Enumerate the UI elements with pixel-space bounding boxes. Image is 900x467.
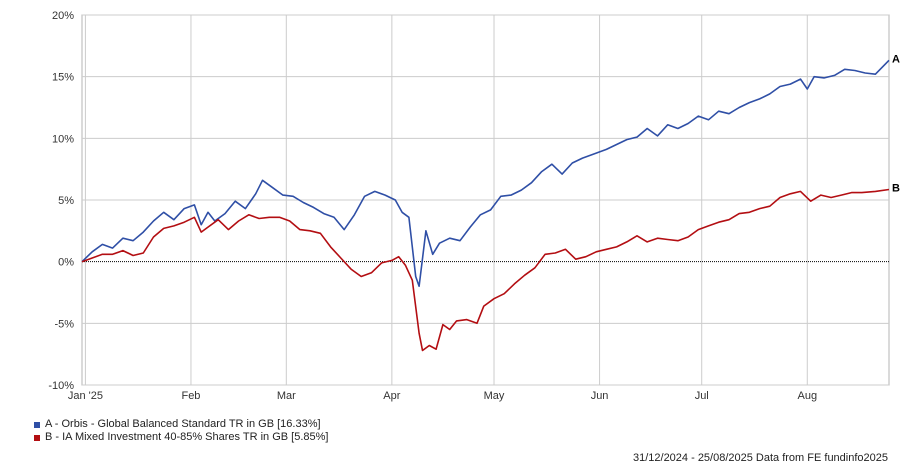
y-tick-label: 10% <box>52 133 74 145</box>
x-tick-label: Jan '25 <box>68 390 103 402</box>
source-text: 31/12/2024 - 25/08/2025 Data from FE fun… <box>632 452 888 464</box>
x-tick-label: Feb <box>181 390 200 402</box>
x-tick-label: Apr <box>383 390 400 402</box>
y-tick-label: -5% <box>54 318 74 330</box>
y-tick-label: -10% <box>48 380 74 392</box>
x-tick-label: Jun <box>591 390 609 402</box>
legend-label-a: A - Orbis - Global Balanced Standard TR … <box>45 418 321 430</box>
y-tick-label: 20% <box>52 10 74 22</box>
x-axis-ticks: Jan '25 Feb Mar Apr May Jun Jul Aug <box>68 390 817 402</box>
x-tick-label: Jul <box>695 390 709 402</box>
end-labels: AB <box>892 53 900 194</box>
series-line-b <box>81 188 890 352</box>
legend-item-a: A - Orbis - Global Balanced Standard TR … <box>34 418 328 431</box>
y-tick-label: 0% <box>58 257 74 269</box>
x-tick-label: Mar <box>277 390 296 402</box>
legend-swatch-a <box>34 421 40 428</box>
y-tick-label: 5% <box>58 195 74 207</box>
end-label-b: B <box>892 183 900 195</box>
legend-label-b: B - IA Mixed Investment 40-85% Shares TR… <box>45 431 329 443</box>
legend: A - Orbis - Global Balanced Standard TR … <box>34 418 328 444</box>
x-tick-label: May <box>484 390 505 402</box>
y-axis-ticks: 20% 15% 10% 5% 0% -5% -10% <box>48 10 74 392</box>
series-lines <box>81 59 890 352</box>
end-label-a: A <box>892 53 900 65</box>
legend-item-b: B - IA Mixed Investment 40-85% Shares TR… <box>34 431 328 444</box>
y-tick-label: 15% <box>52 72 74 84</box>
series-line-a <box>81 59 890 288</box>
grid-lines <box>81 14 890 386</box>
x-tick-label: Aug <box>797 390 817 402</box>
legend-swatch-b <box>34 434 40 441</box>
